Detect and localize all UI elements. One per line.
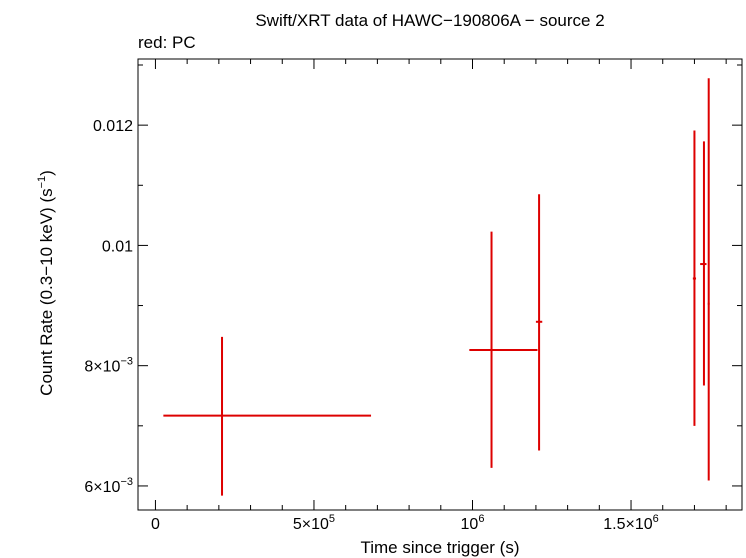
data-point <box>692 130 697 426</box>
y-axis-label: Count Rate (0.3−10 keV) (s−1) <box>36 170 56 396</box>
axis-ticks <box>138 59 742 510</box>
data-point <box>163 336 372 496</box>
tick-labels: 0 5×105 106 1.5×106 6×10−3 8×10−3 0.01 0.012 <box>84 118 658 533</box>
data-point <box>707 78 710 481</box>
chart-subtitle: red: PC <box>138 33 196 52</box>
data-point <box>469 231 538 468</box>
x-axis-label: Time since trigger (s) <box>360 538 519 557</box>
y-tick-label: 8×10−3 <box>84 356 133 376</box>
y-axis-label-text: Count Rate (0.3−10 keV) (s <box>37 188 56 395</box>
y-axis-label-close: ) <box>37 170 56 176</box>
x-tick-label: 106 <box>461 513 485 533</box>
data-points <box>163 78 710 496</box>
y-axis-label-exponent: −1 <box>36 176 48 189</box>
y-tick-label: 6×10−3 <box>84 476 133 496</box>
plot-frame <box>137 58 743 511</box>
x-tick-label: 1.5×106 <box>603 513 659 533</box>
chart-title: Swift/XRT data of HAWC−190806A − source … <box>255 11 604 30</box>
x-tick-label: 5×105 <box>293 513 335 533</box>
y-tick-label: 0.012 <box>93 118 133 135</box>
data-point <box>700 141 707 386</box>
data-point <box>535 194 543 451</box>
x-tick-label: 0 <box>151 516 160 533</box>
y-tick-label: 0.01 <box>102 238 133 255</box>
